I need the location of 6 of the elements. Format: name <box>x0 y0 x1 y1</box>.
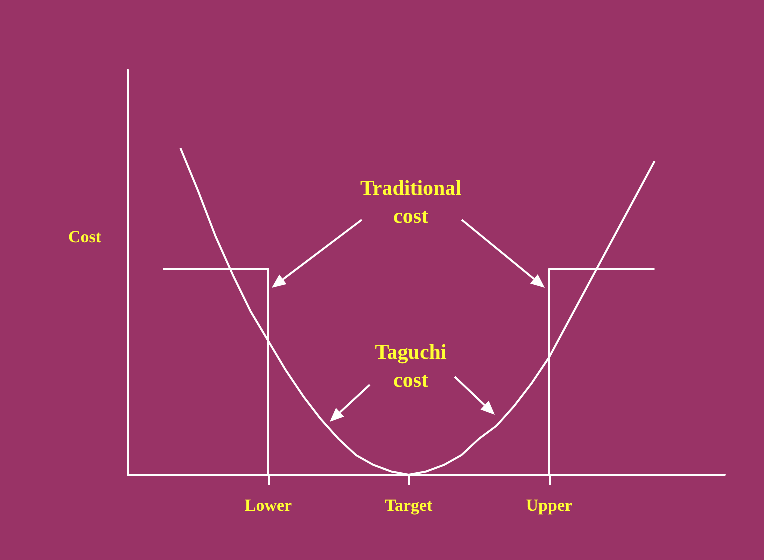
y-axis-title: Cost <box>68 228 102 246</box>
annotation: Traditional cost <box>360 176 462 228</box>
x-tick-label: Target <box>385 496 434 515</box>
x-tick-label: Upper <box>526 496 574 515</box>
annotation: Taguchi cost <box>375 340 447 392</box>
x-tick-label: Lower <box>244 496 293 515</box>
